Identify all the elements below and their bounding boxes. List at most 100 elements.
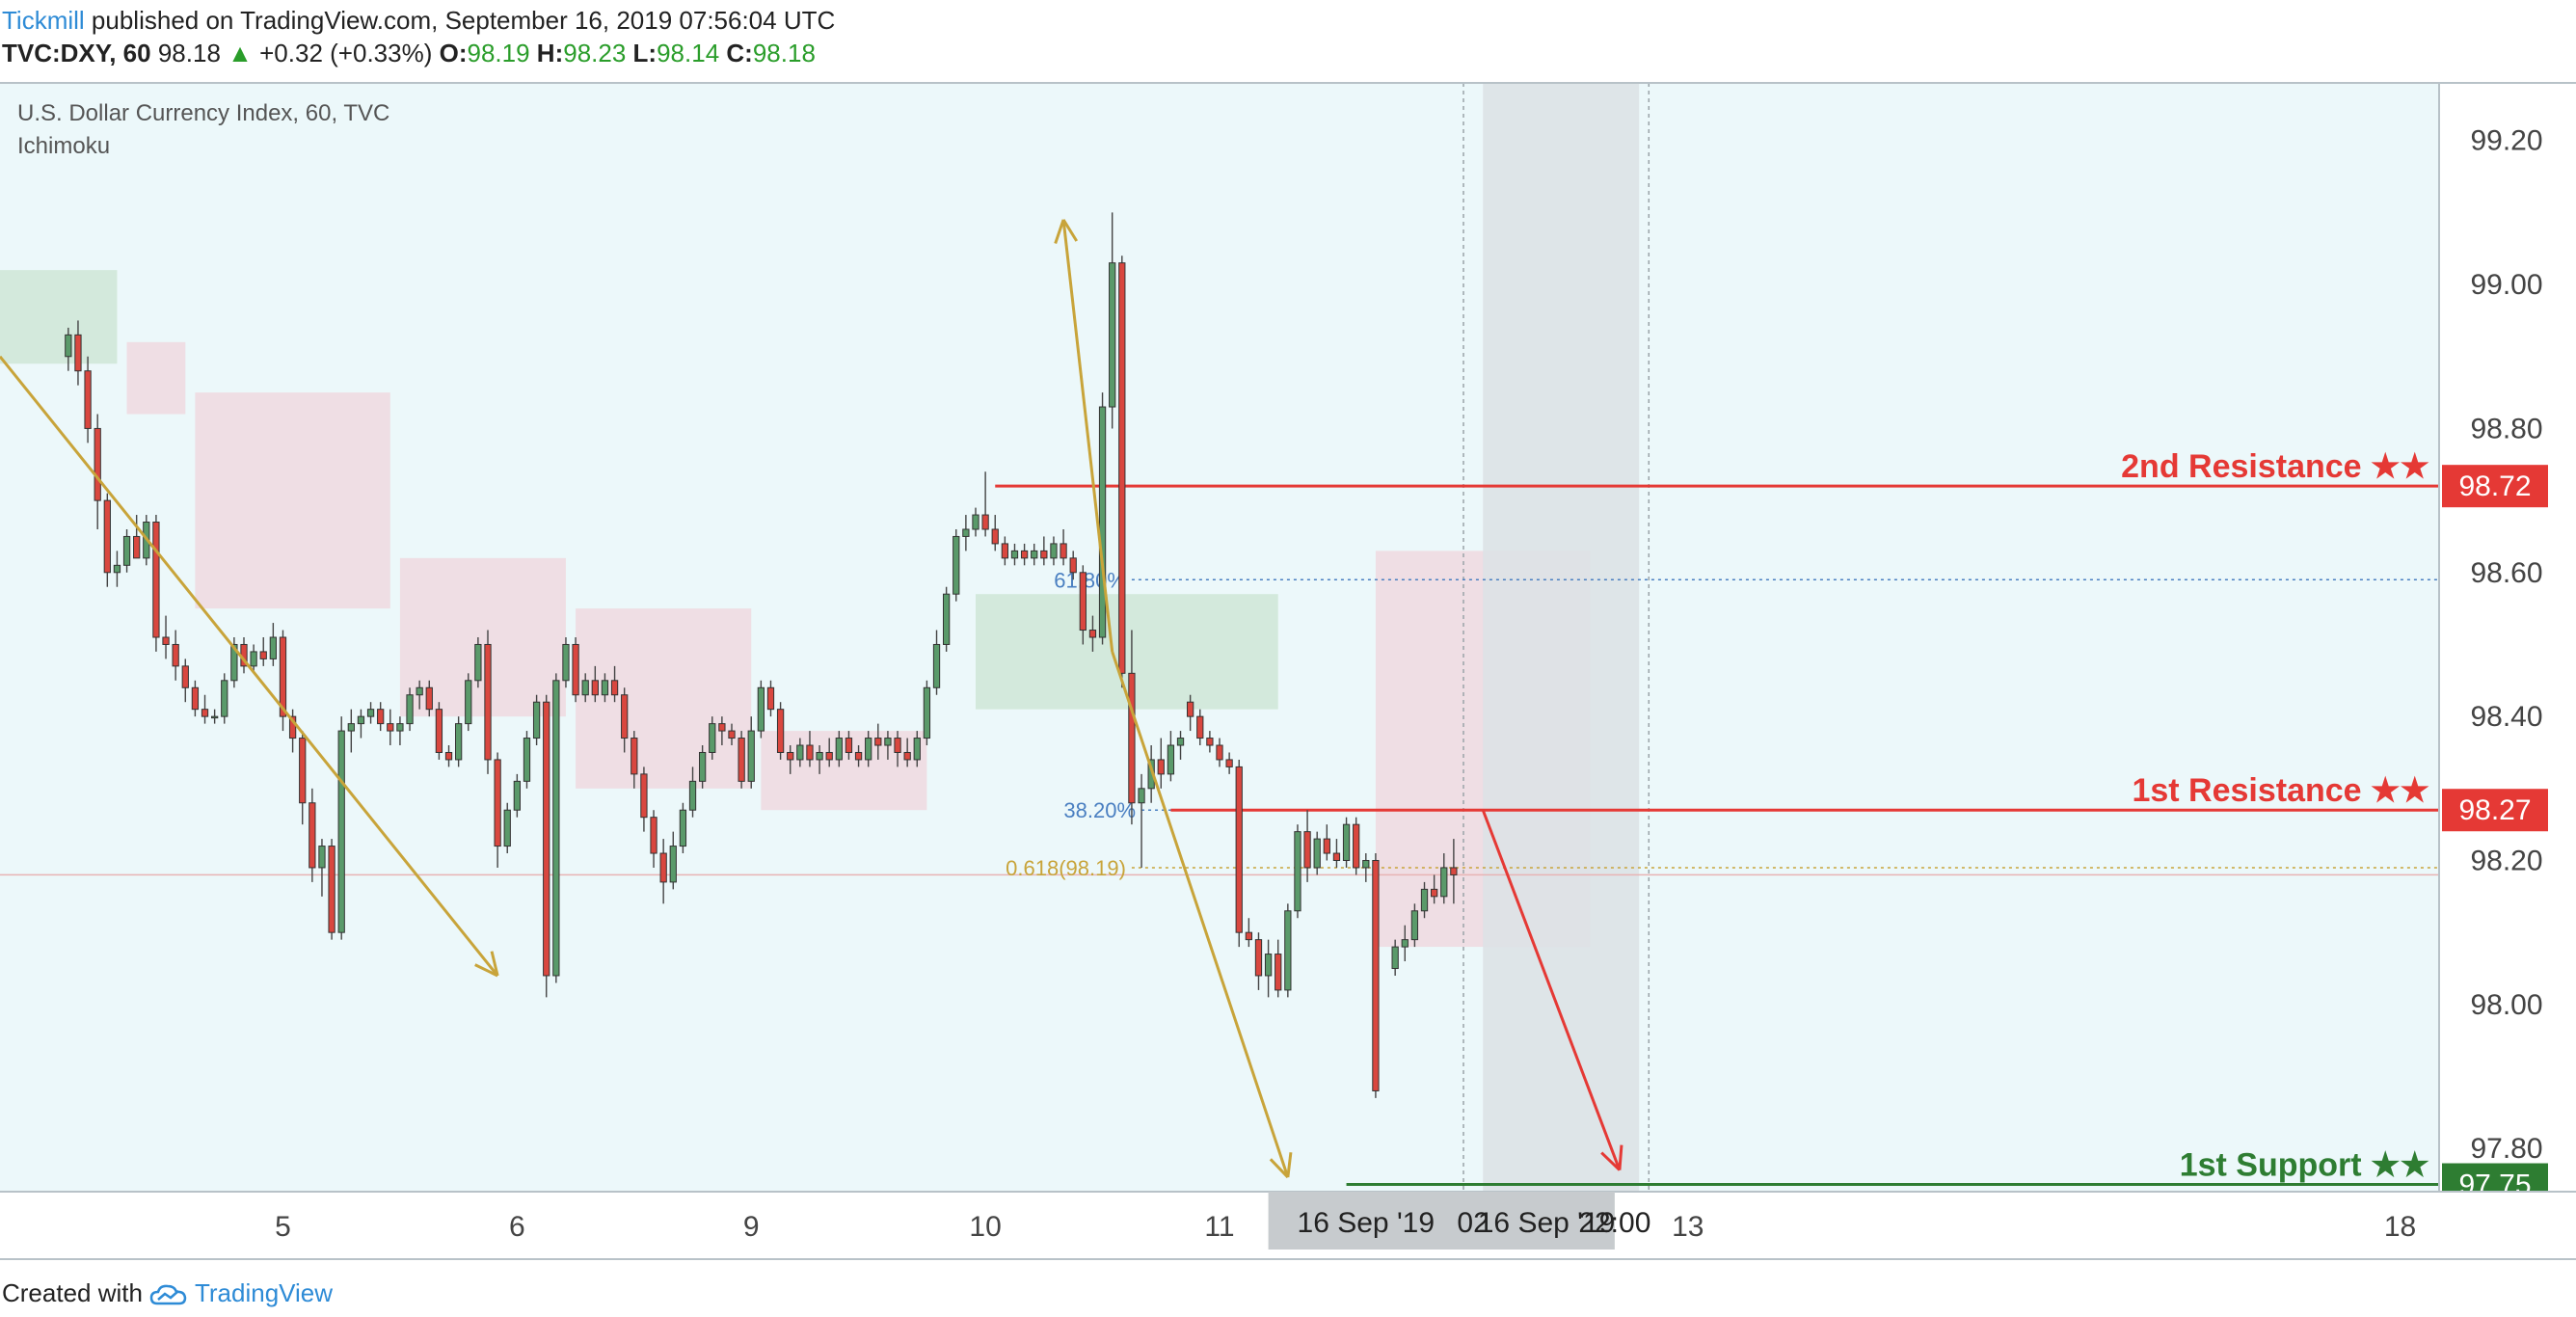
candle: [1440, 853, 1448, 904]
candle: [366, 702, 375, 724]
arrow-head: [474, 963, 498, 978]
candle: [543, 694, 550, 998]
candle-body: [962, 528, 970, 537]
candle: [1001, 536, 1008, 566]
candle-body: [513, 780, 521, 811]
candle: [1040, 536, 1048, 566]
high-value: 98.23: [563, 39, 627, 67]
price-axis[interactable]: 99.20 99.00 98.80 98.60 98.40 98.20 98.00 97.80…: [2438, 83, 2576, 1206]
candle-body: [211, 715, 219, 719]
candle: [377, 702, 385, 732]
time-tick-label: 18: [2384, 1211, 2416, 1243]
arrow-head: [490, 951, 499, 977]
time-badge-label: 02: [1457, 1207, 1489, 1239]
candle: [766, 680, 775, 717]
arrow-head: [1269, 1158, 1289, 1179]
candle-body: [152, 522, 160, 638]
time-tick-label: 11: [1204, 1211, 1234, 1243]
candle: [523, 731, 531, 789]
price-tick-label: 97.80: [2470, 1133, 2542, 1165]
downtrend-arrow-2: [1111, 651, 1293, 1179]
candle-body: [1157, 759, 1165, 775]
candle: [532, 694, 541, 746]
candle: [953, 528, 960, 602]
candle-body: [718, 723, 726, 732]
candle: [1098, 392, 1107, 645]
candle: [1264, 939, 1273, 998]
price-chart[interactable]: 61.80% 38.20% 0.618(98.19) 2nd Resistance …: [0, 0, 2576, 1269]
publish-line: Tickmill published on TradingView.com, S…: [2, 6, 835, 36]
candle-body: [74, 334, 82, 372]
candle: [854, 745, 863, 767]
candle: [1109, 212, 1116, 429]
candle: [1088, 615, 1097, 652]
price-tick-label: 99.20: [2470, 125, 2542, 157]
candle: [923, 680, 931, 746]
candle: [1303, 810, 1311, 882]
candle-body: [65, 334, 72, 358]
candle-body: [679, 809, 687, 847]
candle-body: [1332, 852, 1341, 861]
candle-body: [1216, 744, 1223, 761]
candle: [757, 680, 765, 739]
candle-body: [318, 846, 326, 869]
candle-body: [825, 751, 833, 761]
candle-body: [347, 723, 355, 732]
time-tick-label: 6: [509, 1211, 525, 1243]
candle-body: [1372, 859, 1380, 1091]
price-axis-background: [2439, 83, 2576, 1192]
candle-body: [1410, 910, 1419, 941]
price-tick-label: 98.60: [2470, 557, 2542, 589]
candle-body: [981, 514, 989, 530]
candle: [1118, 255, 1126, 688]
candle-body: [552, 680, 560, 977]
candle: [337, 716, 345, 940]
arrow-shaft: [1481, 809, 1622, 1171]
candle-body: [1235, 766, 1243, 933]
candle: [728, 723, 736, 746]
symbol-label: TVC:DXY, 60: [2, 39, 151, 67]
candle: [865, 731, 872, 767]
candle-body: [991, 528, 999, 545]
candle: [328, 839, 335, 940]
candles: [65, 212, 1458, 1098]
candle-body: [699, 751, 707, 782]
candle: [621, 687, 629, 753]
candle-body: [259, 651, 267, 659]
level-price-badge: [2442, 789, 2548, 832]
rally-arrow: [1054, 219, 1114, 653]
candle-body: [1138, 788, 1145, 804]
candle: [688, 766, 697, 818]
candle-body: [1342, 823, 1351, 861]
candle: [1275, 939, 1282, 998]
candle-body: [181, 665, 189, 688]
cloud-bull-area: [976, 594, 1278, 710]
candle-body: [162, 636, 170, 645]
candle: [874, 723, 882, 760]
candle: [806, 731, 814, 767]
candle-body: [1128, 672, 1136, 804]
candle-body: [562, 643, 570, 682]
candle-body: [1187, 701, 1194, 717]
candle: [631, 731, 638, 789]
tradingview-link[interactable]: TradingView: [194, 1278, 334, 1307]
candle-body: [328, 846, 335, 933]
cloud-bull-area: [0, 270, 118, 364]
level-name: 2nd Resistance ★★: [2121, 448, 2429, 485]
published-text: published on TradingView.com, September …: [91, 6, 836, 35]
candle: [1420, 881, 1429, 919]
candle: [133, 515, 141, 559]
time-range-badge: [1268, 1192, 1615, 1250]
candle-body: [309, 802, 316, 869]
candle: [796, 738, 804, 767]
candle-body: [230, 643, 238, 682]
level-price-text: 98.72: [2458, 470, 2531, 502]
candle: [835, 731, 843, 767]
author-link[interactable]: Tickmill: [2, 6, 85, 35]
candle: [1332, 839, 1341, 868]
candle-body: [640, 773, 648, 819]
created-with-text: Created with: [2, 1278, 143, 1307]
candle-body: [1020, 550, 1029, 559]
arrow-shaft: [1111, 651, 1290, 1178]
